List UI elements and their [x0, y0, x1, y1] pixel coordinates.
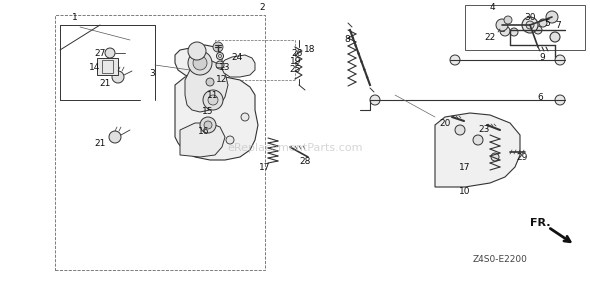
Circle shape [200, 117, 216, 133]
Text: 19: 19 [290, 57, 301, 65]
Circle shape [555, 55, 565, 65]
Circle shape [550, 32, 560, 42]
Text: 10: 10 [459, 188, 471, 196]
Circle shape [555, 95, 565, 105]
Circle shape [522, 17, 538, 33]
Text: 17: 17 [459, 163, 471, 171]
Circle shape [546, 11, 558, 23]
Circle shape [450, 55, 460, 65]
Text: 27: 27 [94, 48, 106, 58]
Text: 7: 7 [555, 20, 561, 30]
Polygon shape [180, 123, 225, 157]
Circle shape [226, 136, 234, 144]
Circle shape [491, 153, 499, 161]
Text: 12: 12 [217, 76, 228, 84]
Circle shape [216, 61, 224, 69]
Text: eReplacementParts.com: eReplacementParts.com [227, 143, 363, 153]
Circle shape [217, 53, 224, 60]
Text: 14: 14 [89, 63, 101, 71]
Text: 30: 30 [525, 12, 536, 22]
Circle shape [213, 42, 223, 52]
Text: 13: 13 [219, 63, 231, 71]
Polygon shape [97, 58, 118, 75]
Polygon shape [220, 55, 255, 77]
Circle shape [105, 48, 115, 58]
Circle shape [455, 125, 465, 135]
Circle shape [504, 16, 512, 24]
Text: 22: 22 [484, 32, 496, 42]
Text: 4: 4 [489, 4, 495, 12]
Circle shape [188, 42, 206, 60]
Circle shape [203, 90, 223, 110]
Circle shape [241, 113, 249, 121]
Polygon shape [435, 113, 520, 187]
Circle shape [500, 26, 510, 36]
Circle shape [204, 121, 212, 129]
Circle shape [112, 71, 124, 83]
Text: FR.: FR. [530, 218, 550, 228]
Text: 26: 26 [291, 48, 303, 58]
Circle shape [109, 131, 121, 143]
Circle shape [534, 26, 542, 34]
Circle shape [496, 19, 508, 31]
Text: 20: 20 [440, 119, 451, 127]
Text: 3: 3 [149, 68, 155, 78]
Polygon shape [175, 45, 222, 85]
Circle shape [208, 95, 218, 105]
Circle shape [370, 95, 380, 105]
Text: 17: 17 [259, 163, 271, 171]
Text: 1: 1 [72, 12, 78, 22]
Circle shape [473, 135, 483, 145]
Circle shape [526, 21, 534, 29]
Text: 11: 11 [207, 91, 219, 99]
Text: 16: 16 [198, 127, 210, 137]
Text: 25: 25 [289, 65, 301, 75]
Text: 18: 18 [304, 45, 316, 55]
Circle shape [539, 19, 547, 27]
Polygon shape [175, 75, 258, 160]
Circle shape [206, 78, 214, 86]
Text: 28: 28 [299, 158, 311, 166]
Text: 21: 21 [99, 78, 111, 88]
Text: 21: 21 [94, 138, 106, 148]
Text: 2: 2 [259, 4, 265, 12]
Circle shape [188, 51, 212, 75]
Text: 15: 15 [202, 107, 214, 117]
Text: 8: 8 [344, 35, 350, 45]
Text: 23: 23 [478, 125, 490, 135]
Circle shape [193, 56, 207, 70]
Text: 9: 9 [539, 53, 545, 61]
Text: Z4S0-E2200: Z4S0-E2200 [473, 255, 527, 265]
Text: 24: 24 [231, 53, 242, 61]
Text: 29: 29 [516, 153, 527, 163]
Text: 6: 6 [537, 93, 543, 101]
Polygon shape [185, 60, 228, 112]
Circle shape [510, 28, 518, 36]
Text: 5: 5 [544, 19, 550, 27]
